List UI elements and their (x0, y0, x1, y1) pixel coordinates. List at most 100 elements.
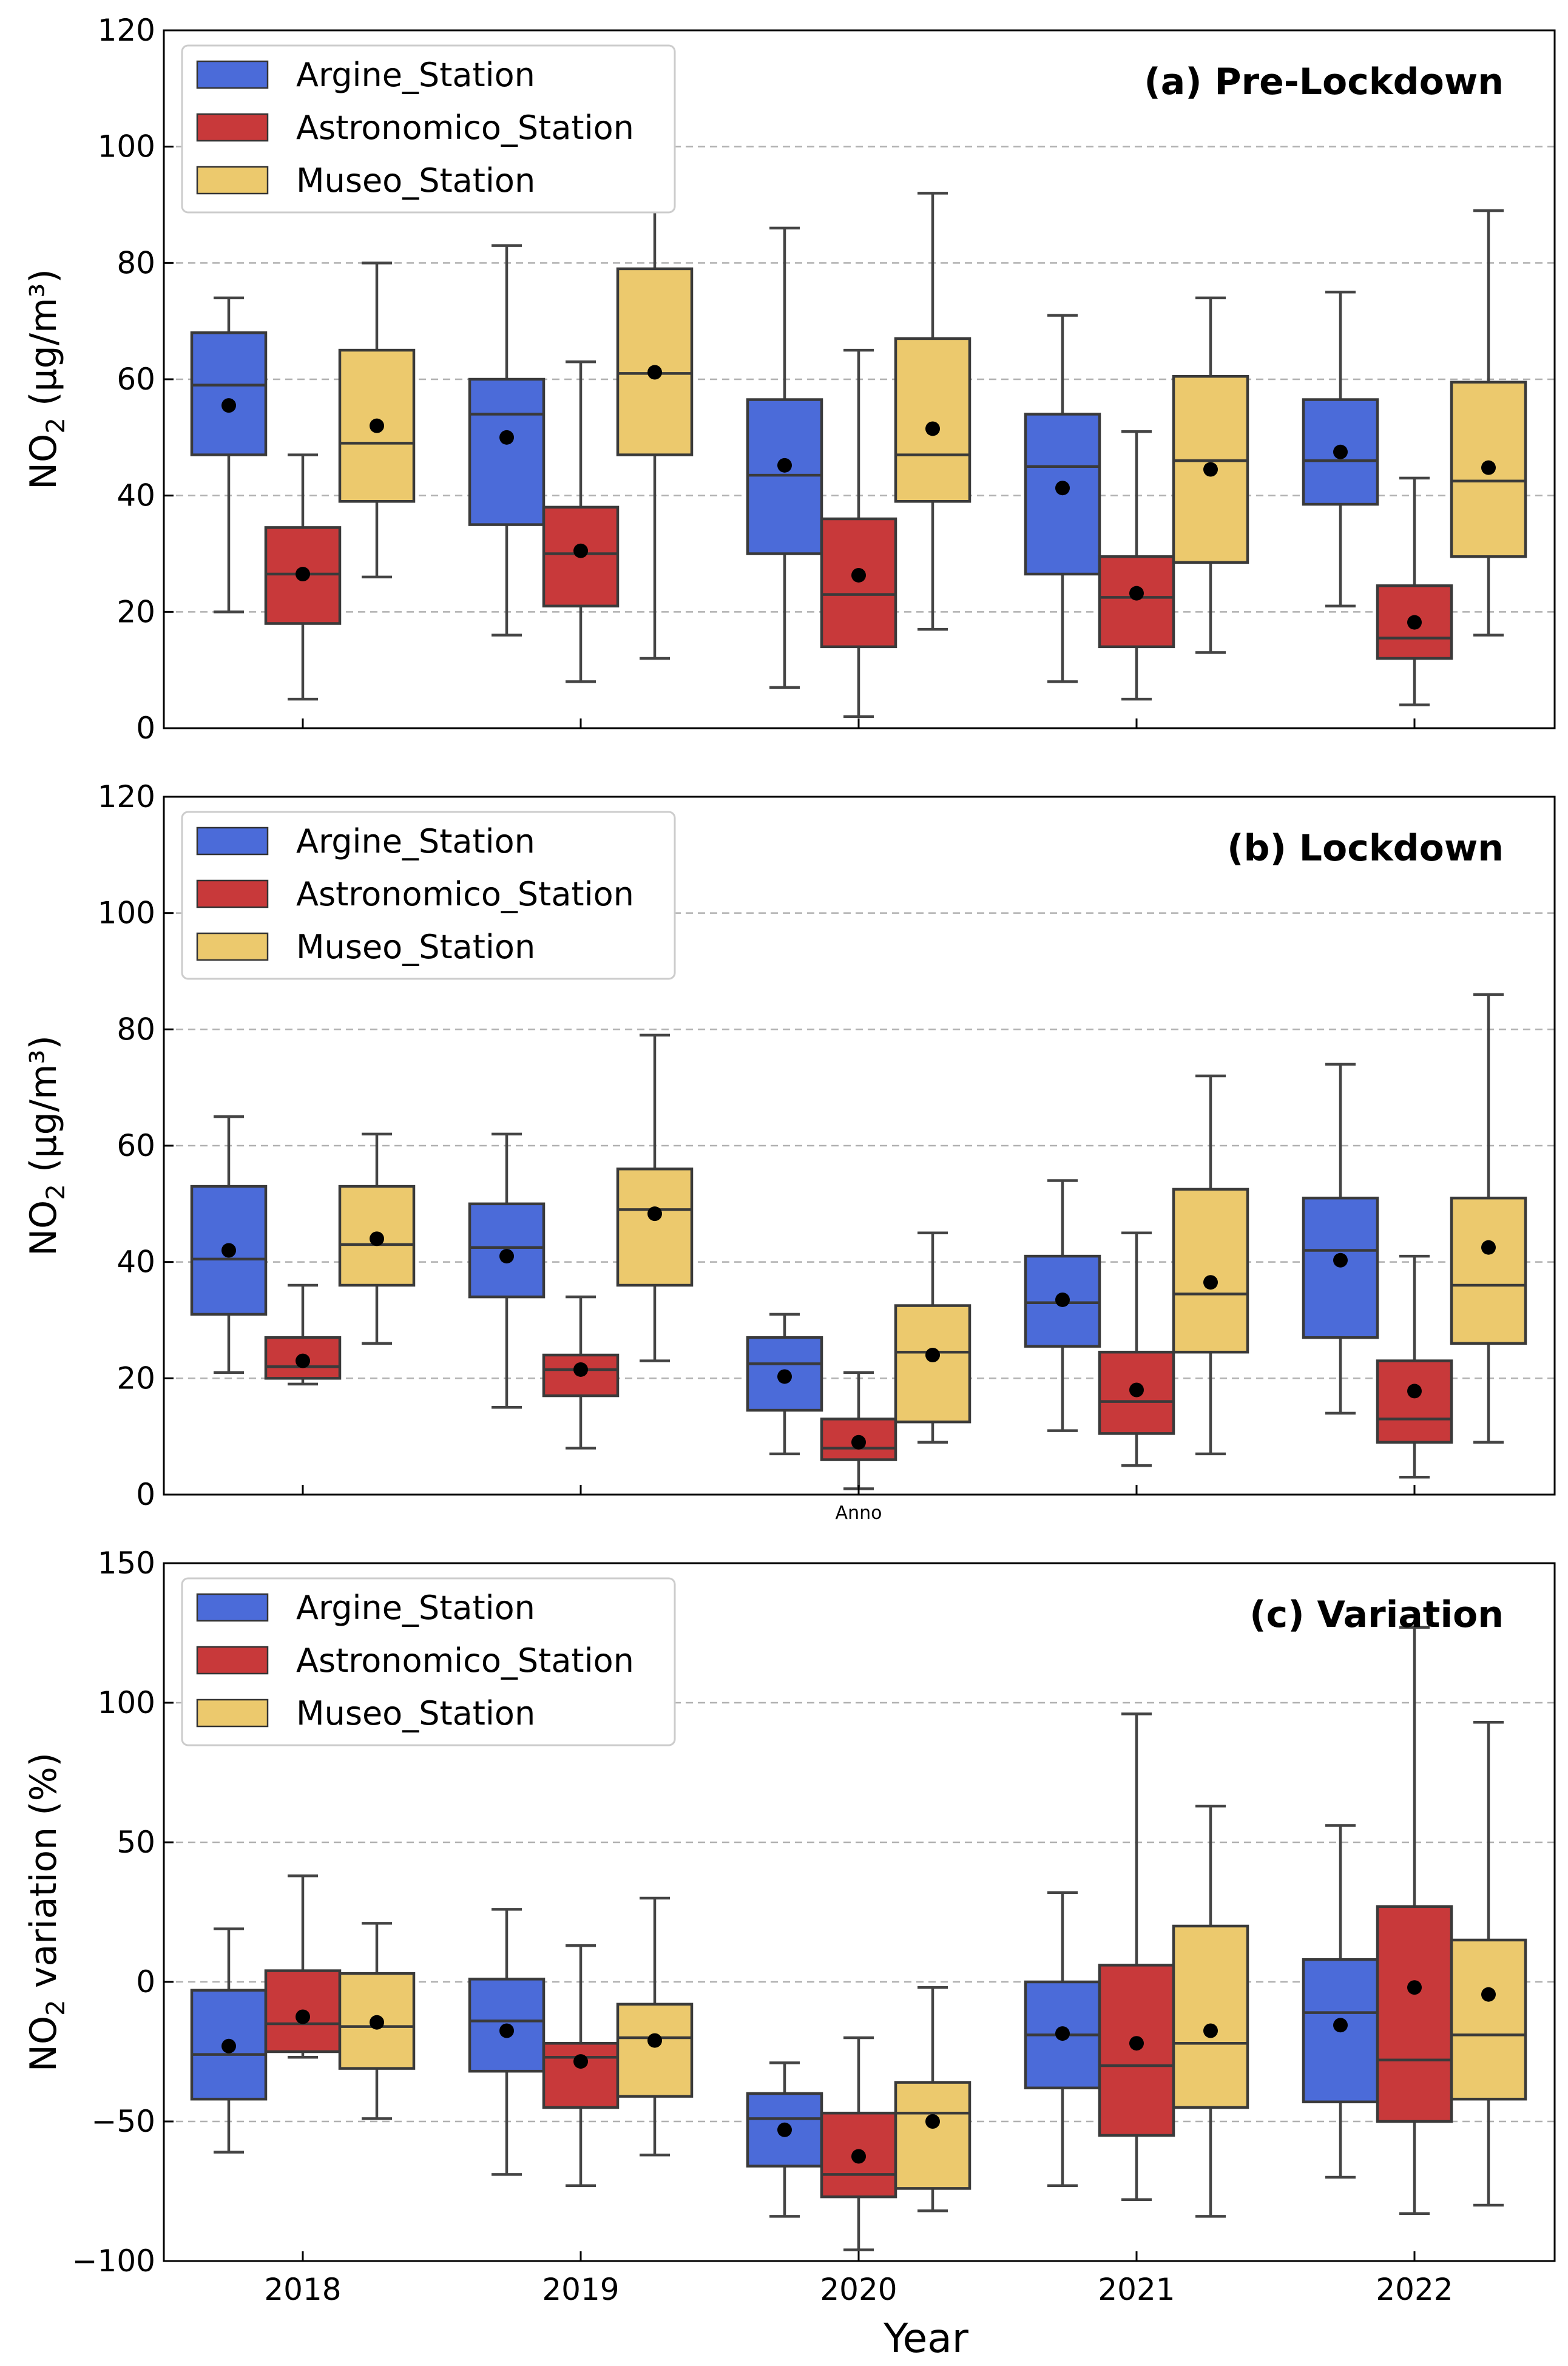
series-Argine_Station (190, 1063, 1379, 1456)
mean-marker (1203, 462, 1218, 477)
legend-swatch (196, 826, 269, 856)
iqr-box (1172, 1188, 1249, 1354)
plot-frame (163, 29, 1556, 729)
y-axis-label-text: NO (22, 1200, 65, 1256)
mean-marker (925, 2114, 940, 2129)
y-axis-label-unit: (µg/m³) (22, 1035, 65, 1184)
mean-marker (777, 1369, 792, 1384)
box-plot (1098, 430, 1175, 701)
x-tick-label: 2022 (1376, 2272, 1453, 2307)
mean-marker (221, 2038, 236, 2053)
box-plot (894, 192, 972, 631)
panel-b: 0 20 40 60 80 100 120 NO2 (µg/m³) (b) Lockdown Ar… (22, 779, 1556, 1524)
legend-label: Argine_Station (296, 56, 535, 94)
mean-marker (1055, 1292, 1070, 1307)
box-plot (1024, 314, 1101, 683)
box-plot (1450, 1720, 1527, 2207)
y-tick-label: 80 (117, 1012, 155, 1047)
box-plot (820, 1371, 897, 1490)
box-plot (1376, 1254, 1453, 1479)
iqr-box (894, 2081, 972, 2190)
box-plot (1376, 1626, 1453, 2216)
legend-label: Argine_Station (296, 1589, 535, 1627)
box-plot (190, 1115, 268, 1374)
x-tick-label: 2020 (820, 2272, 897, 2307)
iqr-box (616, 1168, 694, 1287)
panel-title: (c) Variation (1249, 1594, 1504, 1636)
legend: Argine_Station Astronomico_Station Museo_S… (181, 1577, 676, 1746)
box-plot (616, 1896, 694, 2157)
mean-marker (296, 2009, 310, 2024)
box-plot (1024, 1179, 1101, 1432)
iqr-box (616, 267, 694, 456)
iqr-box (746, 398, 823, 555)
box-plot (894, 1986, 972, 2212)
iqr-box (1376, 1359, 1453, 1444)
mean-marker (1203, 1275, 1218, 1290)
mean-marker (1481, 1987, 1496, 2002)
iqr-box (1302, 1197, 1379, 1339)
box-plot (1450, 993, 1527, 1444)
legend-swatch (196, 113, 269, 142)
box-plot (746, 2061, 823, 2218)
iqr-box (1376, 1905, 1453, 2123)
mean-marker (1333, 444, 1348, 459)
mean-marker (1055, 2026, 1070, 2041)
iqr-box (542, 2041, 620, 2109)
box-plot (746, 1313, 823, 1456)
iqr-box (820, 517, 897, 649)
mean-marker (296, 1353, 310, 1368)
y-axis-label-text: NO (22, 2016, 65, 2072)
box-plot (616, 93, 694, 660)
iqr-box (468, 377, 546, 526)
box-plot (820, 2036, 897, 2251)
mean-marker (499, 2023, 514, 2038)
y-tick-label: 60 (117, 362, 155, 397)
mean-marker (1129, 586, 1144, 601)
box-plot (542, 360, 620, 683)
mean-marker (851, 2149, 866, 2164)
box-plot (1302, 291, 1379, 607)
box-plot (1172, 296, 1249, 654)
iqr-box (894, 1304, 972, 1424)
y-axis-label: NO2 variation (%) (22, 1753, 70, 2072)
legend-label: Museo_Station (296, 1694, 535, 1732)
box-plot (1098, 1231, 1175, 1467)
mean-marker (1129, 1382, 1144, 1398)
panel-title: (b) Lockdown (1227, 827, 1504, 870)
legend-swatch (196, 166, 269, 195)
y-axis-label-unit: variation (%) (22, 1753, 65, 1999)
plot-frame (163, 1562, 1556, 2262)
y-tick-label: −100 (72, 2243, 155, 2279)
mean-marker (1481, 460, 1496, 475)
box-plot (338, 1922, 416, 2120)
mean-marker (370, 2015, 384, 2030)
mean-marker (647, 365, 662, 380)
legend-label: Argine_Station (296, 822, 535, 860)
iqr-box (1172, 1924, 1249, 2109)
mean-marker (1407, 1384, 1422, 1399)
mean-marker (925, 421, 940, 436)
mean-marker (647, 1206, 662, 1222)
series-Museo_Station (338, 993, 1527, 1456)
series-Museo_Station (338, 1720, 1527, 2218)
box-plot (468, 1132, 546, 1409)
mean-marker (1333, 2018, 1348, 2033)
y-tick-label: 120 (98, 13, 155, 48)
mean-marker (925, 1348, 940, 1362)
mean-marker (499, 430, 514, 445)
mean-marker (851, 1435, 866, 1450)
mean-marker (573, 2054, 588, 2069)
plot-frame (163, 796, 1556, 1496)
box-plot (1172, 1074, 1249, 1456)
legend-swatch (196, 1698, 269, 1728)
box-plot (894, 1231, 972, 1444)
y-tick-label: 50 (117, 1825, 155, 1860)
mean-marker (296, 567, 310, 582)
y-axis-label-subscript: 2 (41, 1184, 70, 1200)
x-tick-label: 2019 (542, 2272, 619, 2307)
box-plot (338, 262, 416, 579)
y-axis-label: NO2 (µg/m³) (22, 1035, 70, 1256)
box-plot (616, 1033, 694, 1362)
legend-swatch (196, 932, 269, 961)
